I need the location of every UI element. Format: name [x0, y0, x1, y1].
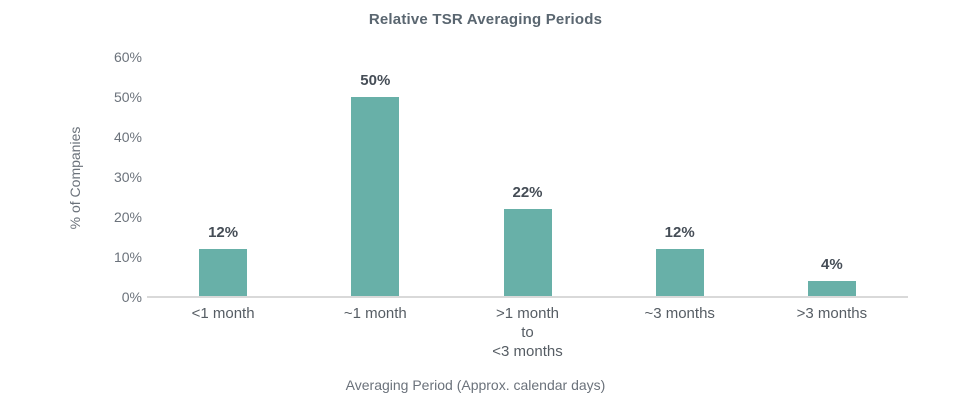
- bar: [351, 97, 400, 297]
- bar: [199, 249, 248, 297]
- y-tick-label: 30%: [113, 169, 142, 185]
- y-tick-label: 0%: [121, 289, 142, 305]
- y-tick-label: 50%: [113, 89, 142, 105]
- y-tick-label: 40%: [113, 129, 142, 145]
- y-axis-title-text: % of Companies: [67, 126, 83, 230]
- x-tick-label: >1 month to <3 months: [492, 305, 563, 360]
- bar: [655, 249, 704, 297]
- bar-value-label: 50%: [360, 72, 391, 89]
- x-axis-line: [147, 296, 908, 298]
- bar-value-label: 4%: [821, 256, 843, 273]
- bar-value-label: 22%: [512, 184, 543, 201]
- bar-value-label: 12%: [208, 224, 239, 241]
- y-tick-label: 20%: [113, 209, 142, 225]
- bar-value-label: 12%: [664, 224, 695, 241]
- bar: [807, 281, 856, 297]
- bar: [503, 209, 552, 297]
- y-tick-label: 10%: [113, 249, 142, 265]
- chart-title: Relative TSR Averaging Periods: [368, 11, 603, 28]
- x-tick-label: ~1 month: [343, 305, 407, 322]
- x-tick-label: >3 months: [796, 305, 868, 322]
- x-axis-title: Averaging Period (Approx. calendar days): [345, 377, 606, 393]
- x-tick-label: ~3 months: [644, 305, 715, 322]
- y-tick-label: 60%: [113, 49, 142, 65]
- x-tick-label: <1 month: [191, 305, 255, 322]
